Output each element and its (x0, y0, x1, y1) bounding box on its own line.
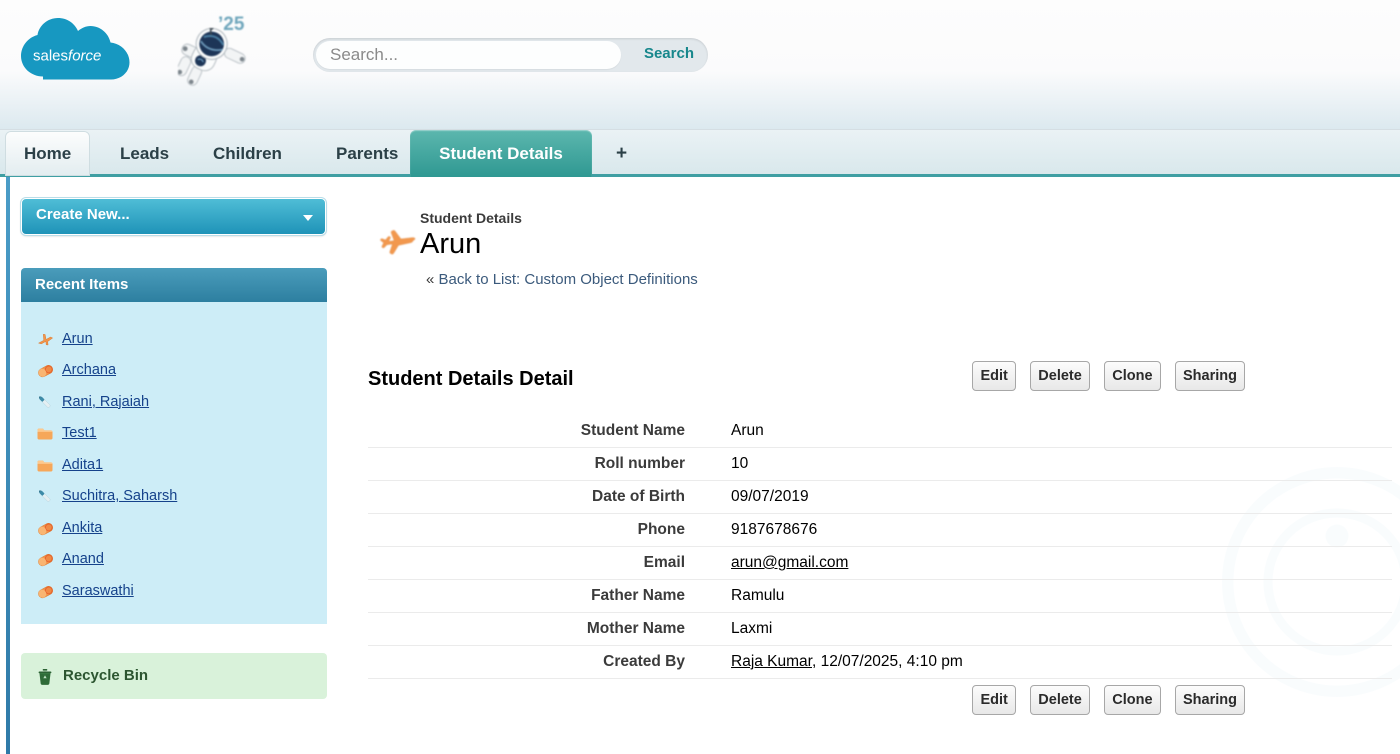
svg-text:salesforce: salesforce (33, 48, 101, 65)
